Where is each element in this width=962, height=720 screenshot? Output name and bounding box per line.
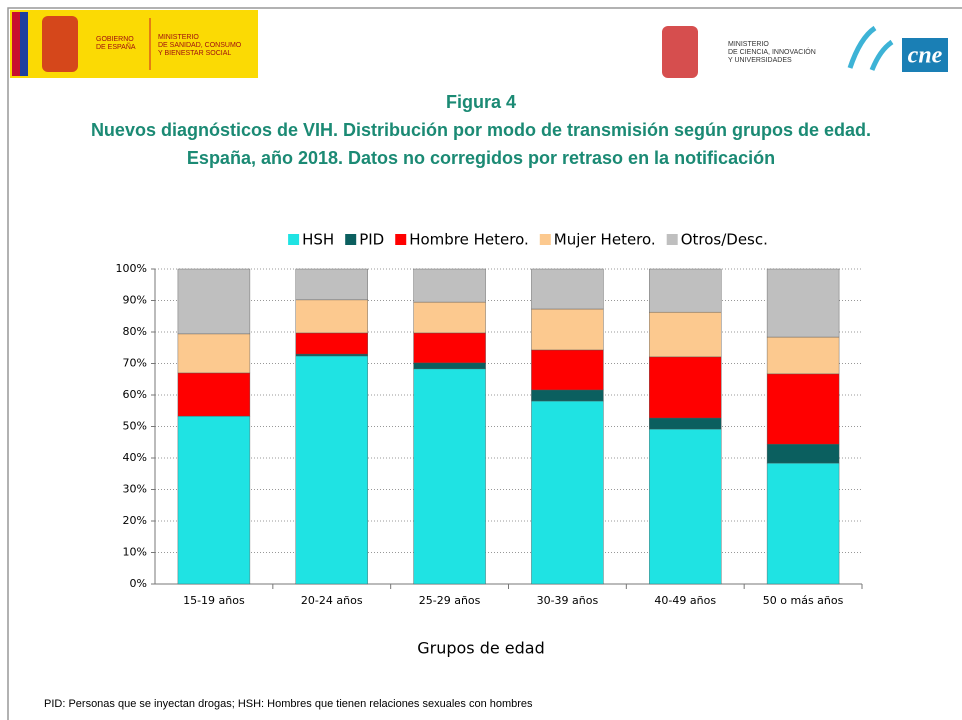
y-tick-label: 10% [123, 546, 147, 559]
bar-segment [413, 362, 486, 370]
legend-swatch [666, 234, 678, 245]
bar-segment [531, 308, 604, 351]
ministry-text: DE CIENCIA, INNOVACIÓN [728, 47, 816, 56]
legend-swatch [345, 234, 357, 245]
bar-segment [531, 268, 604, 310]
legend-swatch [288, 234, 300, 245]
x-tick-label: 50 o más años [763, 594, 844, 607]
coat-of-arms [662, 26, 698, 78]
y-tick-label: 0% [130, 577, 147, 590]
bar-segment [177, 333, 251, 374]
ministry-text: DE SANIDAD, CONSUMO [158, 42, 242, 49]
legend-swatch [395, 234, 407, 245]
y-tick-label: 60% [123, 388, 147, 401]
y-tick-label: 40% [123, 451, 147, 464]
bar-segment [531, 400, 604, 585]
gov-text: GOBIERNO [96, 36, 134, 43]
bar-segment [649, 356, 722, 419]
bar-segment [177, 268, 251, 335]
isciii-logo [847, 25, 894, 71]
flag-red [12, 12, 20, 76]
bar-segment [295, 299, 368, 334]
x-tick-label: 15-19 años [183, 594, 245, 607]
ministry-text: MINISTERIO [728, 41, 769, 48]
bar-segment [295, 332, 368, 355]
coat-of-arms [42, 16, 78, 72]
footnote: PID: Personas que se inyectan drogas; HS… [44, 698, 533, 710]
y-tick-label: 100% [116, 262, 147, 275]
bar-segment [413, 301, 486, 334]
bar-segment [531, 389, 604, 402]
legend-label: HSH [302, 231, 334, 249]
bar-segment [413, 368, 486, 585]
bar-segment [766, 336, 840, 375]
y-tick-label: 50% [123, 420, 147, 433]
chart-title: España, año 2018. Datos no corregidos po… [187, 148, 775, 168]
cne-box [902, 38, 948, 72]
legend-label: Otros/Desc. [681, 231, 768, 249]
x-tick-label: 30-39 años [537, 594, 599, 607]
bar-segment [766, 443, 840, 464]
chart-title: Nuevos diagnósticos de VIH. Distribución… [91, 120, 871, 140]
x-tick-label: 40-49 años [654, 594, 716, 607]
x-tick-label: 25-29 años [419, 594, 481, 607]
bar-segment [413, 268, 486, 303]
bar-segment [177, 415, 251, 585]
eu-blue [20, 12, 28, 76]
bar-segment [295, 268, 368, 301]
gov-text: DE ESPAÑA [96, 42, 136, 51]
bar-segment [766, 373, 840, 445]
figure-label: Figura 4 [446, 92, 516, 112]
bar-segment [649, 417, 722, 430]
bar-segment [766, 268, 840, 338]
legend-label: Hombre Hetero. [409, 231, 529, 249]
legend-label: PID [359, 231, 384, 249]
bar-segment [766, 462, 840, 585]
x-tick-label: 20-24 años [301, 594, 363, 607]
y-tick-label: 30% [123, 483, 147, 496]
bar-segment [413, 332, 486, 364]
bar-segment [649, 428, 722, 585]
ministry-text: MINISTERIO [158, 34, 199, 41]
bar-segment [649, 268, 722, 313]
bar-segment [649, 311, 722, 358]
ministry-text: Y UNIVERSIDADES [728, 57, 792, 64]
legend-label: Mujer Hetero. [554, 231, 656, 249]
y-tick-label: 90% [123, 294, 147, 307]
frame [7, 7, 962, 720]
ministry-text: Y BIENESTAR SOCIAL [158, 50, 231, 57]
y-tick-label: 80% [123, 325, 147, 338]
legend-swatch [539, 234, 551, 245]
bar-segment [295, 353, 368, 357]
y-tick-label: 70% [123, 357, 147, 370]
bar-segment [531, 349, 604, 391]
cne-logo: cne [908, 43, 943, 69]
bar-segment [295, 355, 368, 585]
x-axis-title: Grupos de edad [417, 639, 545, 658]
bar-segment [177, 372, 251, 417]
y-tick-label: 20% [123, 514, 147, 527]
